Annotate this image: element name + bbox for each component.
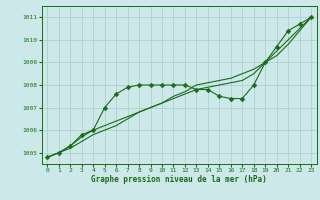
X-axis label: Graphe pression niveau de la mer (hPa): Graphe pression niveau de la mer (hPa) — [91, 175, 267, 184]
